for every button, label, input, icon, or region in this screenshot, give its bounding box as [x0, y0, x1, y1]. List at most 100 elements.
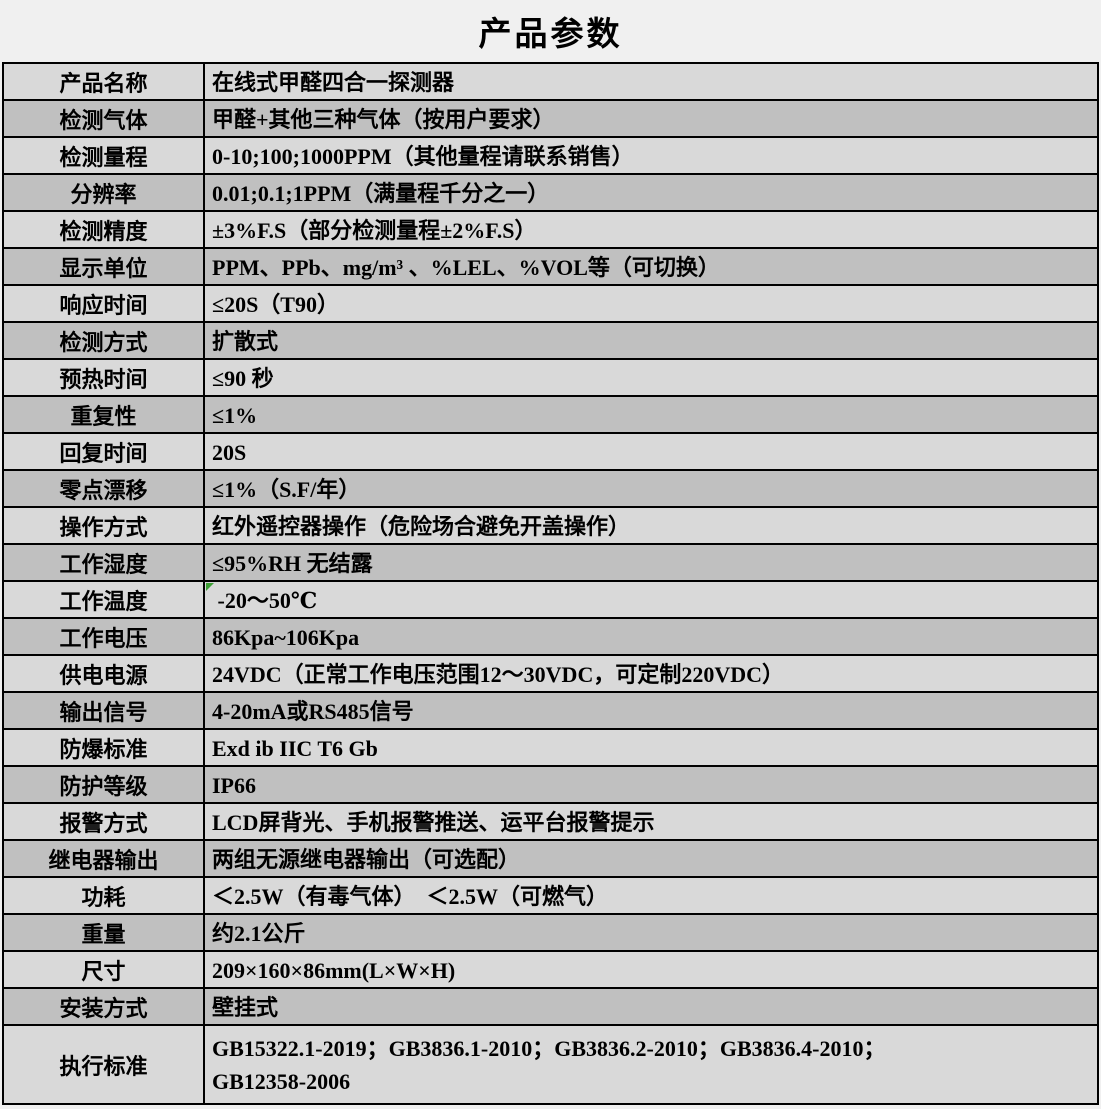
param-value-cell: ≤90 秒	[203, 358, 1099, 397]
table-row: 操作方式 红外遥控器操作（危险场合避免开盖操作）	[2, 506, 1099, 545]
table-row: 响应时间 ≤20S（T90）	[2, 284, 1099, 323]
param-name-cell: 检测气体	[2, 99, 205, 138]
param-value-cell: 扩散式	[203, 321, 1099, 360]
param-name-cell: 重复性	[2, 395, 205, 434]
param-value-text: 甲醛+其他三种气体（按用户要求）	[212, 106, 555, 132]
param-value-text: ≤1%	[212, 402, 258, 428]
table-row: 重量 约2.1公斤	[2, 913, 1099, 952]
param-value-cell: PPM、PPb、mg/m³ 、%LEL、%VOL等（可切换）	[203, 247, 1099, 286]
param-value-text: ≤95%RH 无结露	[212, 550, 373, 576]
param-value-cell: 20S	[203, 432, 1099, 471]
param-name-cell: 安装方式	[2, 987, 205, 1026]
param-value-text: 约2.1公斤	[212, 920, 306, 946]
spec-table-body: 产品名称 在线式甲醛四合一探测器 检测气体 甲醛+其他三种气体（按用户要求） 检…	[2, 62, 1099, 1105]
table-row: 零点漂移 ≤1%（S.F/年）	[2, 469, 1099, 508]
table-row: 回复时间 20S	[2, 432, 1099, 471]
table-row: 执行标准 GB15322.1-2019；GB3836.1-2010；GB3836…	[2, 1024, 1099, 1105]
param-value-cell: 在线式甲醛四合一探测器	[203, 62, 1099, 101]
param-value-text: ±3%F.S（部分检测量程±2%F.S）	[212, 217, 537, 243]
param-value-text: 209×160×86mm(L×W×H)	[212, 957, 456, 983]
param-name-cell: 预热时间	[2, 358, 205, 397]
param-value-text: ≤1%（S.F/年）	[212, 476, 361, 502]
cell-note-triangle-icon	[206, 583, 214, 591]
param-value-text: Exd ib IIC T6 Gb	[212, 735, 378, 761]
table-row: 显示单位 PPM、PPb、mg/m³ 、%LEL、%VOL等（可切换）	[2, 247, 1099, 286]
param-name-cell: 输出信号	[2, 691, 205, 730]
param-value-text: ≤90 秒	[212, 365, 274, 391]
param-value-cell: 壁挂式	[203, 987, 1099, 1026]
param-value-cell: 0.01;0.1;1PPM（满量程千分之一）	[203, 173, 1099, 212]
param-value-cell: 两组无源继电器输出（可选配）	[203, 839, 1099, 878]
param-name-cell: 供电电源	[2, 654, 205, 693]
param-value-cell: GB15322.1-2019；GB3836.1-2010；GB3836.2-20…	[203, 1024, 1099, 1105]
table-row: 输出信号 4-20mA或RS485信号	[2, 691, 1099, 730]
param-value-cell: ≤20S（T90）	[203, 284, 1099, 323]
param-value-cell: 209×160×86mm(L×W×H)	[203, 950, 1099, 989]
table-row: 检测精度 ±3%F.S（部分检测量程±2%F.S）	[2, 210, 1099, 249]
param-value-cell: ≤1%（S.F/年）	[203, 469, 1099, 508]
table-row: 安装方式 壁挂式	[2, 987, 1099, 1026]
param-value-text: 86Kpa~106Kpa	[212, 624, 360, 650]
param-value-cell: ±3%F.S（部分检测量程±2%F.S）	[203, 210, 1099, 249]
param-name-cell: 功耗	[2, 876, 205, 915]
page-title: 产品参数	[478, 17, 623, 53]
param-name-cell: 工作温度	[2, 580, 205, 619]
table-row: 供电电源 24VDC（正常工作电压范围12～30VDC，可定制220VDC）	[2, 654, 1099, 693]
param-value-text: PPM、PPb、mg/m³ 、%LEL、%VOL等（可切换）	[212, 254, 720, 280]
param-value-cell: -20～50℃	[203, 580, 1099, 619]
param-value-text: 红外遥控器操作（危险场合避免开盖操作）	[212, 513, 631, 539]
param-name-cell: 回复时间	[2, 432, 205, 471]
param-name-cell: 重量	[2, 913, 205, 952]
param-value-text: LCD屏背光、手机报警推送、运平台报警提示	[212, 809, 655, 835]
param-value-cell: Exd ib IIC T6 Gb	[203, 728, 1099, 767]
table-row: 工作湿度 ≤95%RH 无结露	[2, 543, 1099, 582]
param-value-cell: 红外遥控器操作（危险场合避免开盖操作）	[203, 506, 1099, 545]
param-value-text: 0.01;0.1;1PPM（满量程千分之一）	[212, 180, 550, 206]
param-value-text: GB15322.1-2019；GB3836.1-2010；GB3836.2-20…	[212, 1036, 886, 1094]
table-row: 工作温度 -20～50℃	[2, 580, 1099, 619]
param-name-cell: 响应时间	[2, 284, 205, 323]
param-name-cell: 尺寸	[2, 950, 205, 989]
param-name-cell: 产品名称	[2, 62, 205, 101]
table-row: 预热时间 ≤90 秒	[2, 358, 1099, 397]
param-name-cell: 继电器输出	[2, 839, 205, 878]
param-name-cell: 操作方式	[2, 506, 205, 545]
param-value-cell: 4-20mA或RS485信号	[203, 691, 1099, 730]
table-row: 防护等级 IP66	[2, 765, 1099, 804]
param-name-cell: 防护等级	[2, 765, 205, 804]
param-value-text: 在线式甲醛四合一探测器	[212, 69, 455, 95]
table-row: 重复性 ≤1%	[2, 395, 1099, 434]
param-value-cell: ≤95%RH 无结露	[203, 543, 1099, 582]
param-value-cell: 0-10;100;1000PPM（其他量程请联系销售）	[203, 136, 1099, 175]
param-value-cell: IP66	[203, 765, 1099, 804]
param-value-cell: 86Kpa~106Kpa	[203, 617, 1099, 656]
param-value-text: IP66	[212, 772, 256, 798]
param-value-cell: 约2.1公斤	[203, 913, 1099, 952]
param-value-text: ≤20S（T90）	[212, 291, 339, 317]
table-row: 继电器输出 两组无源继电器输出（可选配）	[2, 839, 1099, 878]
table-row: 功耗 ＜2.5W（有毒气体） ＜2.5W（可燃气）	[2, 876, 1099, 915]
param-value-cell: ≤1%	[203, 395, 1099, 434]
param-value-cell: 甲醛+其他三种气体（按用户要求）	[203, 99, 1099, 138]
param-name-cell: 工作电压	[2, 617, 205, 656]
param-value-cell: LCD屏背光、手机报警推送、运平台报警提示	[203, 802, 1099, 841]
param-name-cell: 工作湿度	[2, 543, 205, 582]
table-row: 产品名称 在线式甲醛四合一探测器	[2, 62, 1099, 101]
param-value-text: 两组无源继电器输出（可选配）	[212, 846, 521, 872]
param-value-text: 0-10;100;1000PPM（其他量程请联系销售）	[212, 143, 634, 169]
param-value-cell: 24VDC（正常工作电压范围12～30VDC，可定制220VDC）	[203, 654, 1099, 693]
param-value-text: ＜2.5W（有毒气体） ＜2.5W（可燃气）	[212, 883, 609, 909]
param-name-cell: 零点漂移	[2, 469, 205, 508]
param-name-cell: 检测量程	[2, 136, 205, 175]
param-value-cell: ＜2.5W（有毒气体） ＜2.5W（可燃气）	[203, 876, 1099, 915]
param-name-cell: 检测方式	[2, 321, 205, 360]
table-row: 工作电压 86Kpa~106Kpa	[2, 617, 1099, 656]
table-row: 分辨率 0.01;0.1;1PPM（满量程千分之一）	[2, 173, 1099, 212]
table-row: 检测量程 0-10;100;1000PPM（其他量程请联系销售）	[2, 136, 1099, 175]
param-name-cell: 报警方式	[2, 802, 205, 841]
table-row: 尺寸 209×160×86mm(L×W×H)	[2, 950, 1099, 989]
param-name-cell: 执行标准	[2, 1024, 205, 1105]
table-row: 检测方式 扩散式	[2, 321, 1099, 360]
param-value-text: 扩散式	[212, 328, 279, 354]
table-row: 检测气体 甲醛+其他三种气体（按用户要求）	[2, 99, 1099, 138]
